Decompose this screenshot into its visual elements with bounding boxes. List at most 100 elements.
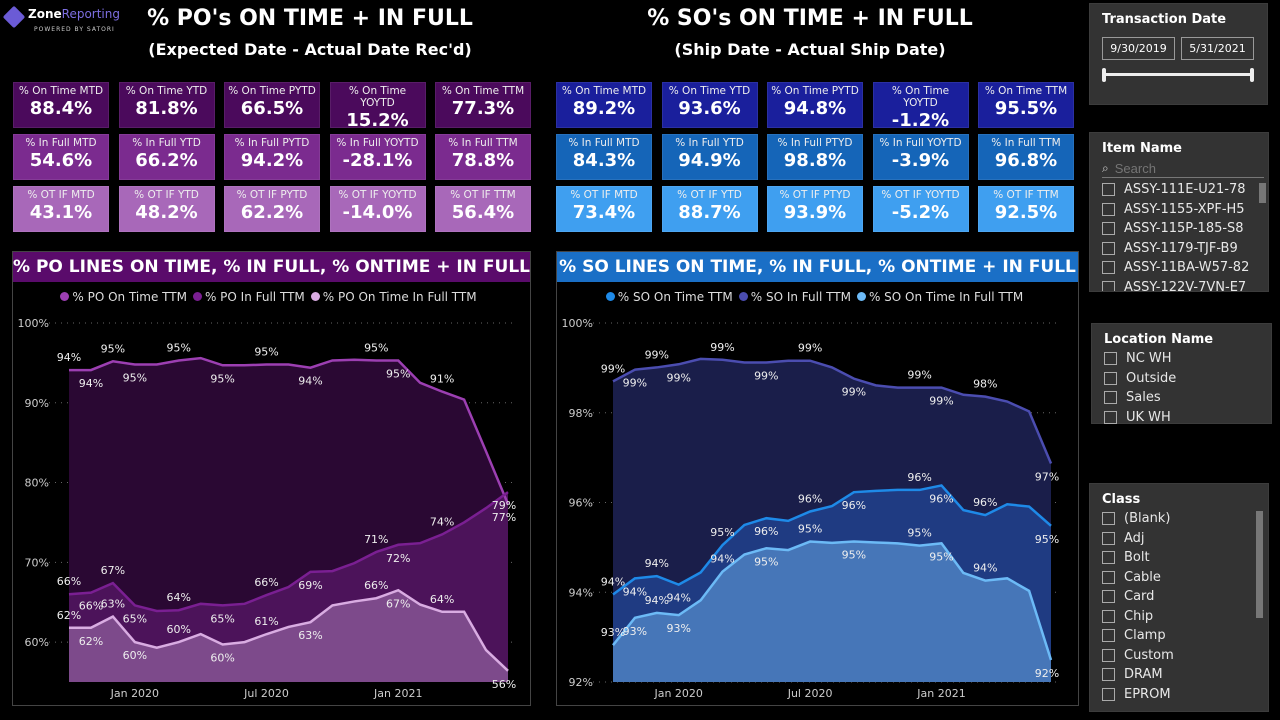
end-date-input[interactable]: 5/31/2021 [1181,37,1254,60]
slicer-option[interactable]: ASSY-122V-7VN-E7 [1102,278,1268,291]
kpi-value: 88.7% [678,202,741,223]
kpi-value: 88.4% [29,98,93,119]
slicer-option[interactable]: EPROM [1102,685,1268,705]
slicer-title: Location Name [1104,332,1214,347]
data-label: 71% [364,533,388,546]
checkbox[interactable] [1102,222,1115,236]
po-chart-legend: % PO On Time TTM % PO In Full TTM % PO On … [13,290,530,304]
legend-item[interactable]: % SO On Time In Full TTM [856,290,1023,304]
kpi-label: % On Time YOYTD [891,85,950,109]
kpi-label: % OT IF TTM [450,189,516,201]
kpi-label: % OT IF TTM [993,189,1059,201]
so-lines-chart: % SO LINES ON TIME, % IN FULL, % ONTIME … [556,251,1079,706]
data-label: 99% [601,362,625,375]
slicer-option[interactable]: Cable [1102,568,1268,588]
x-tick-label: Jul 2020 [787,687,833,700]
checkbox[interactable] [1102,280,1115,291]
slider-start-handle[interactable] [1102,68,1106,82]
checkbox[interactable] [1102,629,1115,643]
slicer-option[interactable]: (Blank) [1102,509,1268,529]
kpi-label: % OT IF MTD [570,189,638,201]
slider-end-handle[interactable] [1250,68,1254,82]
data-label: 95% [798,523,822,536]
slicer-option[interactable]: ASSY-1155-XPF-H5 [1102,200,1268,220]
slicer-option[interactable]: ASSY-11BA-W57-82 [1102,258,1268,278]
slicer-option[interactable]: ASSY-115P-185-S8 [1102,219,1268,239]
legend-item[interactable]: % PO On Time TTM [60,290,187,304]
data-label: 96% [754,525,778,538]
kpi-card: % In Full YOYTD -3.9% [872,134,969,180]
kpi-card: % On Time YOYTD 15.2% [329,82,426,131]
checkbox[interactable] [1102,551,1115,565]
kpi-value: 89.2% [572,98,636,119]
data-label: 94% [973,562,997,575]
slicer-option[interactable]: ASSY-111E-U21-78 [1102,180,1268,200]
data-label: 67% [101,564,125,577]
slicer-option[interactable]: Sales [1104,388,1271,408]
kpi-value: 54.6% [29,150,93,171]
kpi-label: % OT IF MTD [27,189,95,201]
kpi-value: 93.6% [678,98,741,119]
so-chart-title: % SO LINES ON TIME, % IN FULL, % ONTIME … [557,252,1078,282]
checkbox[interactable] [1102,668,1115,682]
checkbox[interactable] [1102,261,1115,275]
kpi-value: 98.8% [783,150,847,171]
checkbox[interactable] [1102,687,1115,701]
slicer-option[interactable]: Custom [1102,646,1268,666]
zone-reporting-logo: ZoneReporting POWERED BY SATORI [2,5,134,36]
data-label: 96% [842,499,866,512]
data-label: 95% [929,550,953,563]
kpi-card: % In Full YTD 66.2% [118,134,215,180]
checkbox[interactable] [1104,410,1117,424]
item-search-input[interactable] [1114,161,1235,176]
data-label: 62% [57,609,81,622]
slicer-option[interactable]: Chip [1102,607,1268,627]
date-range-slider[interactable] [1102,68,1254,82]
option-label: Custom [1124,647,1174,663]
checkbox[interactable] [1104,352,1117,366]
kpi-value: 43.1% [29,202,93,223]
slicer-option[interactable]: DRAM [1102,665,1268,685]
kpi-card: % OT IF YOYTD -5.2% [872,186,969,232]
legend-dot-icon [605,292,615,301]
kpi-card: % On Time YOYTD -1.2% [872,82,969,131]
kpi-value: 62.2% [240,202,304,223]
kpi-value: 94.8% [783,98,847,119]
legend-item[interactable]: % PO In Full TTM [192,290,305,304]
slicer-option[interactable]: Adj [1102,529,1268,549]
kpi-label: % In Full TTM [448,137,518,149]
checkbox[interactable] [1102,570,1115,584]
slicer-option[interactable]: Card [1102,587,1268,607]
checkbox[interactable] [1104,391,1117,405]
checkbox[interactable] [1102,609,1115,623]
checkbox[interactable] [1102,648,1115,662]
checkbox[interactable] [1104,371,1117,385]
class-scrollbar[interactable] [1256,511,1263,618]
option-label: ASSY-115P-185-S8 [1124,221,1244,237]
slicer-option[interactable]: Outside [1104,369,1271,389]
data-label: 95% [123,371,147,384]
item-search[interactable]: ⌕ [1102,160,1264,178]
legend-item[interactable]: % PO On Time In Full TTM [310,290,477,304]
checkbox[interactable] [1102,590,1115,604]
slicer-option[interactable]: ASSY-1179-TJF-B9 [1102,239,1268,259]
kpi-value: 78.8% [451,150,515,171]
slicer-option[interactable]: UK WH [1104,408,1271,428]
checkbox[interactable] [1102,241,1115,255]
slicer-option[interactable]: NC WH [1104,349,1271,369]
slicer-option[interactable]: Bolt [1102,548,1268,568]
checkbox[interactable] [1102,183,1115,197]
checkbox[interactable] [1102,531,1115,545]
kpi-value: -28.1% [342,150,413,171]
item-scrollbar[interactable] [1259,183,1266,203]
checkbox[interactable] [1102,512,1115,526]
class-slicer: Class (Blank) Adj Bolt Cable Card Chip Clamp Cu… [1089,483,1269,712]
checkbox[interactable] [1102,202,1115,216]
data-label: 64% [430,593,454,606]
legend-item[interactable]: % SO In Full TTM [738,290,851,304]
slicer-option[interactable]: Clamp [1102,626,1268,646]
data-label: 94% [666,592,690,605]
kpi-label: % On Time PYTD [771,85,859,97]
start-date-input[interactable]: 9/30/2019 [1102,37,1175,60]
legend-item[interactable]: % SO On Time TTM [605,290,733,304]
